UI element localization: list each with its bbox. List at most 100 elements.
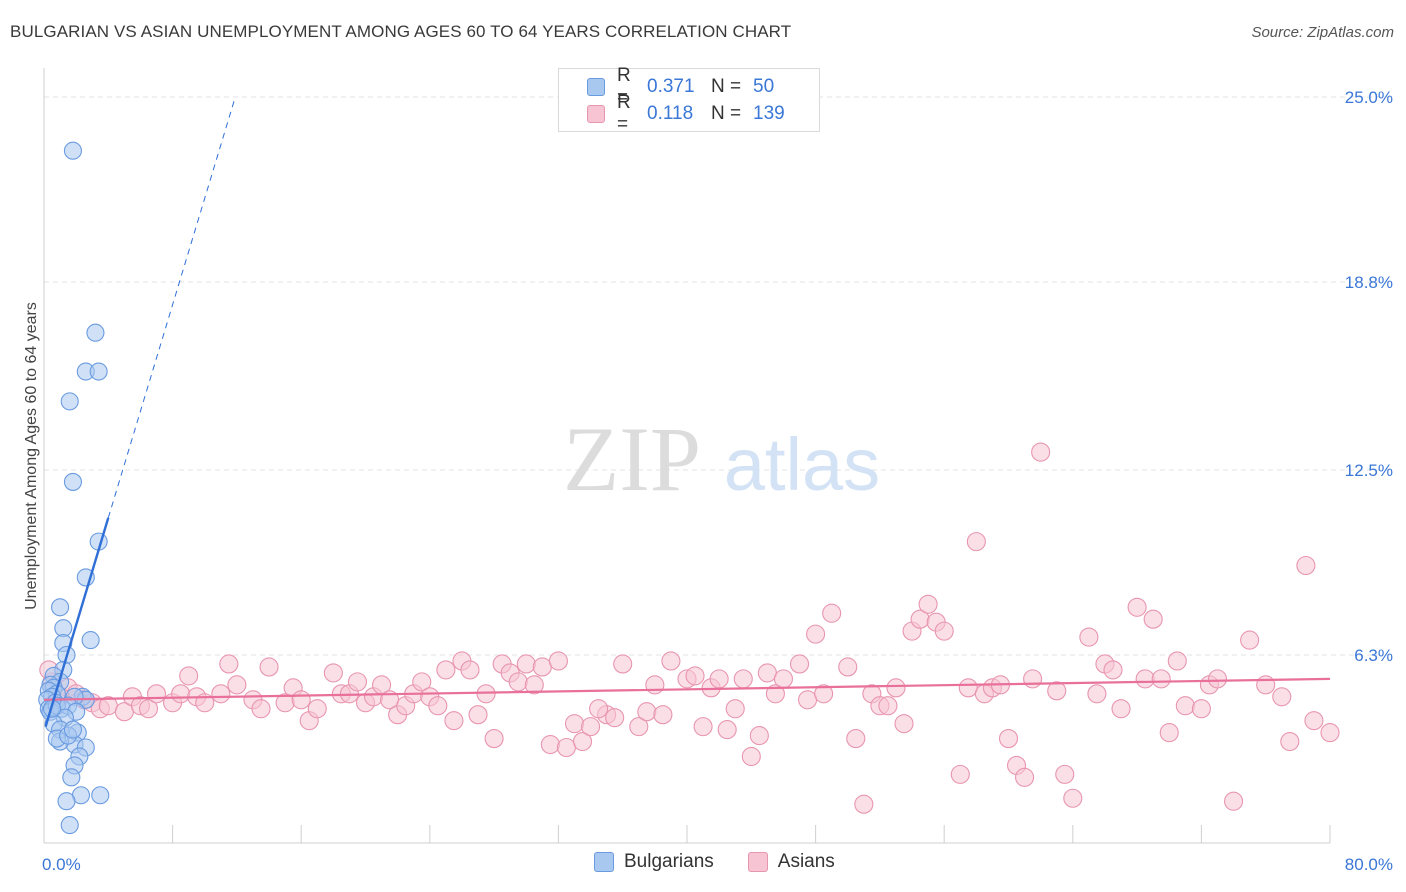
bottom-legend-label-bulgarians: Bulgarians: [624, 851, 714, 872]
asians-point: [1031, 442, 1051, 462]
asians-point: [179, 666, 199, 686]
asians-point: [516, 654, 536, 674]
bottom-legend-bulgarians[interactable]: Bulgarians: [594, 851, 714, 873]
asians-point: [138, 699, 159, 719]
asians-point: [524, 675, 544, 695]
y-tick-label: 6.3%: [1354, 646, 1393, 665]
asians-point: [436, 660, 456, 680]
asians-point: [1015, 767, 1035, 787]
asians-point: [219, 654, 239, 674]
trendlines: [43, 96, 1331, 727]
bulgarians-point: [81, 631, 100, 650]
asians-point: [227, 675, 247, 695]
asians-point: [773, 669, 794, 689]
bulgarians-point: [51, 598, 70, 617]
asians-point: [572, 731, 593, 752]
asians-point: [958, 678, 978, 698]
legend-r-label: R =: [617, 92, 631, 135]
asians-point: [838, 657, 858, 677]
asians-point: [637, 702, 657, 722]
bottom-legend-asians[interactable]: Asians: [747, 851, 835, 873]
y-tick-label: 12.5%: [1345, 461, 1393, 480]
bulgarians-point: [62, 768, 81, 787]
asians-point: [556, 737, 576, 758]
bulgarians-point: [63, 720, 82, 739]
asians-point: [1111, 699, 1131, 719]
asians-point: [998, 729, 1019, 749]
legend-row-bulgarians: R = 0.371 N = 50: [587, 65, 775, 108]
asians-point: [798, 690, 818, 710]
asians-point: [1023, 669, 1043, 689]
asians-point: [613, 654, 633, 674]
watermark: ZIP atlas: [563, 408, 880, 510]
asians-point: [1047, 681, 1067, 701]
bulgarians-point: [86, 323, 105, 342]
asians-point: [854, 794, 874, 814]
x-tick-label: 0.0%: [42, 855, 81, 874]
bulgarians-point: [60, 392, 79, 411]
bulgarians-point: [60, 816, 79, 835]
bottom-legend: Bulgarians Asians: [594, 851, 869, 873]
asians-point: [1087, 684, 1107, 704]
legend-row-asians: R = 0.118 N = 139: [587, 92, 785, 135]
asians-point: [1296, 555, 1316, 576]
asians-point: [259, 657, 279, 677]
bulgarians-trendline: [44, 517, 110, 727]
asians-point: [918, 594, 938, 614]
bulgarians-point: [57, 792, 76, 811]
asians-point: [1159, 723, 1179, 743]
asians-point: [1256, 675, 1276, 695]
legend-asians-r: 0.118: [647, 103, 694, 124]
asians-point: [966, 532, 986, 552]
legend-bulgarians-n: 50: [753, 76, 775, 97]
asians-point: [1304, 711, 1324, 731]
legend-n-label: N =: [711, 103, 742, 124]
asians-point: [886, 678, 906, 698]
gridlines: [44, 96, 1394, 656]
asians-point: [307, 699, 327, 719]
bulgarians-point: [89, 362, 108, 381]
asians-point: [468, 705, 488, 725]
asians-point: [1135, 669, 1155, 689]
asians-point: [347, 672, 368, 692]
asians-point: [171, 684, 191, 704]
bulgarians-point: [91, 786, 110, 805]
asians-point: [484, 729, 504, 749]
asians-point: [540, 734, 560, 755]
tick-labels: 6.3% 12.5% 18.8% 25.0% 0.0% 80.0%: [42, 88, 1393, 874]
asians-point: [1151, 669, 1171, 689]
asians-points: [39, 442, 1340, 814]
asians-point: [629, 717, 649, 737]
asians-point: [725, 699, 745, 719]
bottom-legend-swatch-bulgarians: [594, 852, 614, 872]
asians-point: [806, 624, 826, 644]
asians-point: [950, 764, 970, 784]
legend: R = 0.371 N = 50 R = 0.118 N = 139: [558, 65, 820, 135]
watermark-zip: ZIP: [563, 408, 701, 510]
legend-swatch-bulgarians: [587, 78, 605, 96]
asians-point: [757, 663, 777, 683]
asians-point: [733, 669, 753, 689]
asians-point: [532, 657, 552, 677]
asians-point: [251, 699, 271, 719]
asians-point: [428, 696, 448, 716]
legend-r-label: R =: [617, 65, 631, 108]
legend-bulgarians-r: 0.371: [647, 76, 695, 97]
asians-point: [444, 711, 464, 731]
asians-point: [1272, 687, 1292, 707]
source-label: Source: ZipAtlas.com: [1251, 24, 1394, 41]
asians-point: [211, 684, 231, 704]
asians-point: [1167, 651, 1187, 671]
asians-point: [894, 714, 914, 734]
y-tick-label: 18.8%: [1345, 273, 1393, 292]
asians-point: [1127, 597, 1147, 617]
asians-point: [709, 669, 729, 689]
asians-point: [1103, 660, 1123, 680]
asians-point: [1207, 669, 1228, 689]
bottom-legend-swatch-asians: [747, 852, 768, 872]
asians-point: [580, 717, 601, 737]
asians-point: [934, 621, 954, 641]
asians-point: [1240, 630, 1260, 650]
asians-point: [1320, 723, 1340, 743]
asians-point: [717, 720, 737, 740]
